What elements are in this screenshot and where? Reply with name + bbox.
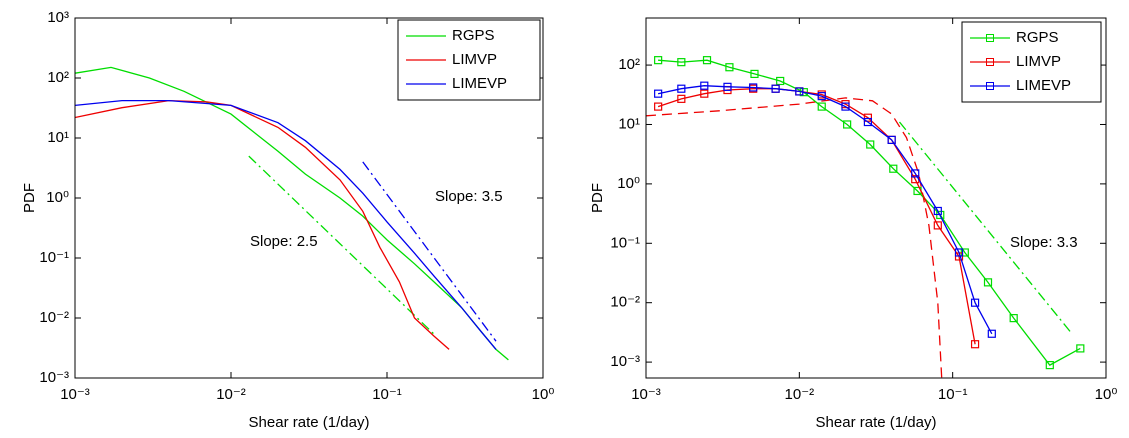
marker <box>970 298 980 307</box>
x-tick-label: 10⁰ <box>1095 386 1118 403</box>
plot-area <box>646 56 1085 378</box>
marker <box>987 329 996 338</box>
y-tick-label: 10⁻³ <box>39 369 69 386</box>
marker <box>933 206 942 216</box>
y-tick-label: 10⁻¹ <box>610 234 640 251</box>
annotation: Slope: 2.5 <box>250 233 318 250</box>
marker <box>887 135 896 145</box>
marker <box>954 248 964 257</box>
legend-marker <box>986 58 994 66</box>
y-tick-label: 10⁰ <box>617 175 640 192</box>
annotation: Slope: 3.5 <box>435 188 503 205</box>
y-tick-label: 10³ <box>47 9 69 26</box>
y-tick-label: 10² <box>47 69 69 86</box>
x-tick-label: 10⁻¹ <box>938 386 968 403</box>
axes-box <box>74 17 544 379</box>
x-tick-label: 10⁰ <box>532 386 555 403</box>
marker <box>723 82 732 91</box>
x-tick-label: 10⁻¹ <box>372 386 402 403</box>
guide-line <box>898 121 1073 335</box>
marker <box>702 56 712 65</box>
legend-label: RGPS <box>1016 29 1059 46</box>
legend-label: LIMVP <box>452 51 497 68</box>
legend-label: RGPS <box>452 27 495 44</box>
marker <box>776 76 785 86</box>
y-axis-label: PDF <box>589 183 606 213</box>
y-axis-label: PDF <box>21 183 38 213</box>
x-tick-label: 10⁻³ <box>631 386 661 403</box>
series-line <box>657 85 993 335</box>
marker <box>750 69 759 79</box>
legend-label: LIMEVP <box>1016 77 1071 94</box>
marker <box>817 92 826 101</box>
legend-label: LIMVP <box>1016 53 1061 70</box>
marker <box>677 94 686 103</box>
guide-line <box>248 155 435 335</box>
marker <box>933 221 942 230</box>
guide-line <box>646 97 943 378</box>
marker <box>983 278 993 287</box>
marker <box>677 84 686 93</box>
marker <box>795 87 804 96</box>
legend-marker <box>986 82 994 90</box>
marker <box>1045 361 1054 370</box>
legend-label: LIMEVP <box>452 75 507 92</box>
marker <box>654 102 663 111</box>
y-tick-label: 10⁻¹ <box>39 249 69 266</box>
marker <box>1009 314 1018 323</box>
marker <box>911 169 920 178</box>
marker <box>866 140 875 149</box>
y-tick-label: 10⁻² <box>610 294 640 311</box>
y-tick-label: 10⁻² <box>39 309 69 326</box>
marker <box>841 102 850 111</box>
marker <box>1076 344 1085 353</box>
x-tick-label: 10⁻² <box>785 386 815 403</box>
y-tick-label: 10¹ <box>47 129 69 146</box>
y-tick-label: 10⁰ <box>46 189 69 206</box>
annotation: Slope: 3.3 <box>1010 234 1078 251</box>
x-tick-label: 10⁻² <box>216 386 246 403</box>
y-tick-label: 10¹ <box>618 115 640 132</box>
guide-line <box>362 161 497 342</box>
y-tick-label: 10² <box>618 56 640 73</box>
marker <box>654 56 663 65</box>
plot-area <box>75 66 509 361</box>
marker <box>749 83 758 92</box>
x-axis-label: Shear rate (1/day) <box>816 414 937 431</box>
marker <box>725 63 734 72</box>
marker <box>970 340 980 349</box>
marker <box>817 102 826 111</box>
x-axis-label: Shear rate (1/day) <box>249 414 370 431</box>
marker <box>771 84 780 93</box>
legend-marker <box>986 34 994 42</box>
y-tick-label: 10⁻³ <box>610 353 640 370</box>
series-line <box>75 99 497 350</box>
axes-box <box>645 17 1107 379</box>
marker <box>677 58 686 67</box>
marker <box>843 120 852 129</box>
marker <box>863 117 872 127</box>
x-tick-label: 10⁻³ <box>60 386 90 403</box>
marker <box>654 89 663 98</box>
series-line <box>75 66 509 361</box>
series-line <box>657 88 976 345</box>
marker <box>700 89 709 98</box>
marker <box>889 164 898 173</box>
marker <box>700 81 709 90</box>
